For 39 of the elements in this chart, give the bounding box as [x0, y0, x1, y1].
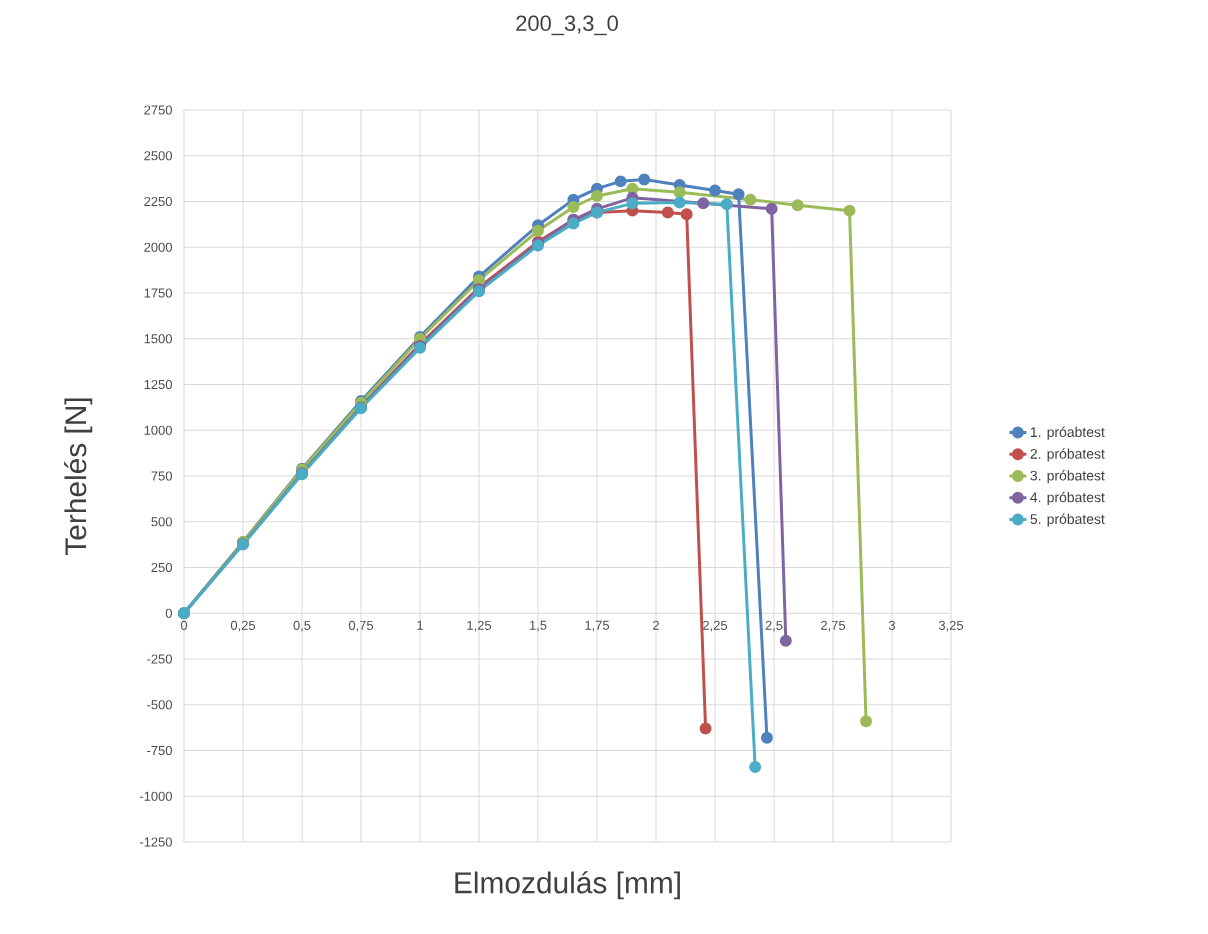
- x-tick-label: 0,25: [230, 620, 256, 632]
- y-tick-label: -1250: [139, 837, 172, 847]
- y-tick-label: 2000: [144, 242, 172, 252]
- y-tick-label: 500: [151, 517, 172, 527]
- legend-label: 3. próbatest: [1030, 470, 1105, 484]
- x-tick-label: 0,75: [348, 620, 374, 632]
- x-axis-title: Elmozdulás [mm]: [455, 871, 680, 900]
- y-tick-label: 1250: [144, 379, 172, 390]
- y-tick-label: 1500: [144, 334, 172, 344]
- x-tick-label: 2,5: [765, 620, 783, 632]
- y-tick-label: -500: [147, 700, 172, 710]
- x-tick-label: 3: [888, 620, 896, 630]
- y-tick-label: 2250: [144, 196, 172, 207]
- chart-title: 200_3,3_0: [516, 15, 618, 36]
- y-tick-label: -750: [147, 745, 172, 756]
- x-tick-label: 2,25: [703, 620, 728, 632]
- y-tick-label: 2500: [144, 151, 172, 161]
- y-tick-label: 2750: [144, 105, 172, 115]
- legend-label: 5. próbatest: [1030, 513, 1105, 527]
- y-tick-label: -1000: [139, 791, 172, 801]
- x-tick-label: 3,25: [938, 620, 964, 632]
- y-axis-title: Terhelés [N]: [64, 398, 93, 556]
- legend-label: 2. próbatest: [1030, 448, 1105, 462]
- x-tick-label: 1: [417, 620, 423, 630]
- y-tick-label: -250: [147, 654, 172, 664]
- x-tick-label: 0,5: [293, 620, 311, 632]
- x-tick-label: 0: [180, 620, 188, 630]
- x-tick-label: 2: [653, 620, 659, 630]
- x-tick-label: 1,75: [585, 620, 610, 632]
- y-tick-label: 750: [151, 471, 172, 481]
- legend-label: 4. próbatest: [1030, 491, 1105, 506]
- y-tick-label: 250: [151, 562, 172, 573]
- y-tick-label: 1000: [144, 425, 172, 435]
- y-tick-label: 1750: [144, 288, 172, 298]
- y-tick-label: 0: [165, 608, 172, 618]
- x-tick-label: 2,75: [821, 620, 846, 632]
- legend-label: 1. próabtest: [1030, 426, 1105, 440]
- x-tick-label: 1,5: [529, 620, 547, 632]
- x-tick-label: 1,25: [467, 620, 492, 632]
